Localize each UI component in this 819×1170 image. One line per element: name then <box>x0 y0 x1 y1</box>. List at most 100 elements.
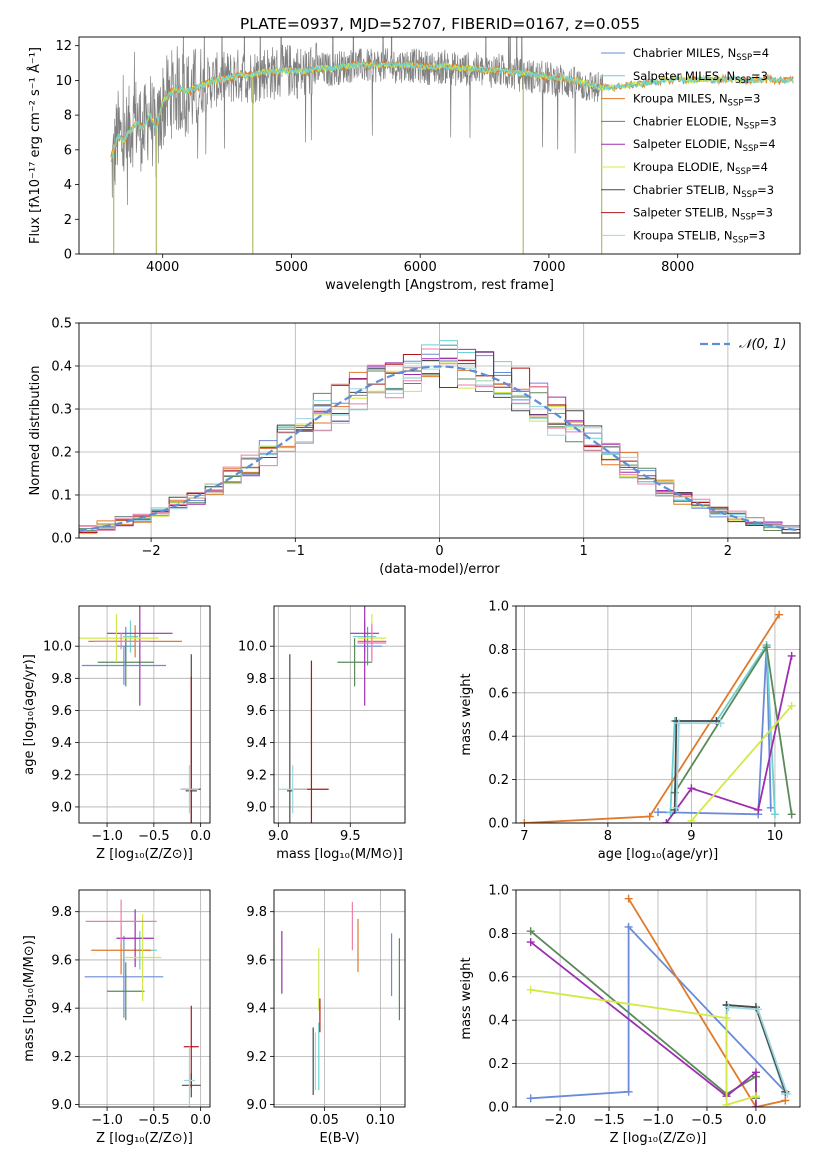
errorbar-point <box>79 614 159 663</box>
x-tick-label: 7 <box>520 829 528 844</box>
y-tick-label: 0.4 <box>488 730 509 745</box>
y-tick-label: 1.0 <box>488 884 509 899</box>
plus-marker <box>674 719 683 728</box>
plot-area-mass_vs_ebv <box>281 902 401 1095</box>
legend-name: Chabrier MILES, N <box>633 46 736 60</box>
legend-sub: SSP <box>741 190 757 200</box>
plus-marker <box>662 819 671 823</box>
x-tick-label: −2.0 <box>544 1113 576 1128</box>
legend-name: Kroupa MILES, N <box>633 92 728 106</box>
y-tick-label: 10.0 <box>43 640 72 655</box>
x-tick-label: 9 <box>687 829 695 844</box>
y-tick-label: 2 <box>64 213 72 228</box>
weight-series-line <box>665 655 793 823</box>
plus-marker <box>722 1014 731 1023</box>
plus-marker <box>781 1096 790 1105</box>
legend-entry: Kroupa STELIB, NSSP=3 <box>633 228 765 245</box>
y-tick-label: 0.3 <box>51 403 72 418</box>
plot-area-age_vs_Z <box>79 606 201 823</box>
errorbar-point <box>85 899 157 944</box>
errorbar-point <box>107 606 173 706</box>
y-tick-label: 9.6 <box>51 704 72 719</box>
plus-marker <box>624 1087 633 1096</box>
y-tick-label: 0.6 <box>488 970 509 985</box>
x-axis-label: Z [log₁₀(Z/Z⊙)] <box>96 847 193 862</box>
plus-marker <box>724 1003 733 1012</box>
y-tick-label: 0.8 <box>488 927 509 942</box>
plus-marker <box>687 784 696 793</box>
panel-weight_vs_Z: −2.0 −1.5 −1.0 −0.5 0.0 0.0 0.2 0.4 0.6 0.8 1.0 Z [… <box>459 884 801 1146</box>
x-tick-label: −1.0 <box>91 829 123 844</box>
y-tick-label: 0.1 <box>51 489 72 504</box>
y-tick-label: 12 <box>55 39 72 54</box>
weight-series-line <box>530 930 757 1099</box>
x-tick-label: 0.05 <box>310 1113 339 1128</box>
axes-frame <box>273 605 406 824</box>
legend-sub: SSP <box>735 167 751 177</box>
weight-series-line <box>673 720 717 811</box>
plus-marker <box>787 701 796 710</box>
legend-name: Kroupa STELIB, N <box>633 228 733 242</box>
plus-marker <box>526 938 535 947</box>
legend-entry: 𝒩(0, 1) <box>739 337 786 352</box>
weight-series-line <box>524 614 780 823</box>
errorbar-point <box>180 765 199 814</box>
legend-sub: SSP <box>733 235 749 245</box>
y-tick-label: 9.8 <box>246 672 267 687</box>
y-tick-label: 4 <box>64 178 72 193</box>
x-tick-label: 1 <box>580 544 588 559</box>
plus-marker <box>770 810 779 819</box>
data-spectrum-line <box>110 37 604 206</box>
histogram-step <box>79 348 800 531</box>
legend-name: Chabrier STELIB, N <box>633 183 741 197</box>
panel-mass_vs_ebv: 0.05 0.10 9.0 9.2 9.4 9.6 9.8 E(B-V) <box>246 889 406 1146</box>
y-tick-label: 9.4 <box>51 736 72 751</box>
y-tick-label: 6 <box>64 143 72 158</box>
panel-spectrum: 4000 5000 6000 7000 8000 0 2 4 6 8 10 12 wavelength … <box>27 36 801 293</box>
y-tick-label: 0.0 <box>488 817 509 832</box>
legend-name: Salpeter STELIB, N <box>633 206 740 220</box>
axes-frame <box>515 605 801 824</box>
errorbar-point <box>337 638 372 687</box>
legend-entry: Chabrier STELIB, NSSP=3 <box>633 183 774 200</box>
weight-series-line <box>627 898 786 1107</box>
legend-tail: =4 <box>751 160 768 174</box>
x-tick-label: 0.0 <box>190 1113 211 1128</box>
x-tick-label: −0.5 <box>691 1113 723 1128</box>
axes-frame <box>515 889 801 1108</box>
x-tick-label: 5000 <box>275 260 308 275</box>
residual-legend: 𝒩(0, 1) <box>700 337 786 352</box>
panel-residuals: −2 −1 0 1 2 0.0 0.1 0.2 0.3 0.4 0.5 (data-model)/er… <box>28 317 801 577</box>
errorbar-point <box>123 914 162 1001</box>
legend-entry: Salpeter ELODIE, NSSP=4 <box>633 137 776 154</box>
plot-area-weight_vs_age <box>520 610 796 823</box>
y-tick-label: 9.4 <box>246 736 267 751</box>
x-tick-label: 9.5 <box>340 829 361 844</box>
plus-marker <box>762 643 771 652</box>
y-tick-label: 9.2 <box>51 768 72 783</box>
x-axis-label: wavelength [Angstrom, rest frame] <box>325 278 554 293</box>
y-tick-label: 9.6 <box>246 953 267 968</box>
y-tick-label: 9.8 <box>246 905 267 920</box>
errorbar-point <box>107 962 145 1021</box>
x-tick-label: −1 <box>286 544 305 559</box>
axes-frame <box>78 889 211 1108</box>
errorbar-point <box>183 1046 196 1107</box>
plus-marker <box>787 810 796 819</box>
plus-marker <box>526 1094 535 1103</box>
y-tick-label: 9.2 <box>246 768 267 783</box>
x-axis-label: Z [log₁₀(Z/Z⊙)] <box>610 1131 707 1146</box>
legend-entry: Kroupa ELODIE, NSSP=4 <box>633 160 768 177</box>
panel-age_vs_mass: 9.0 9.5 9.0 9.2 9.4 9.6 9.8 10.0 mass [log₁₀(M/M… <box>238 605 406 862</box>
panels: 4000 5000 6000 7000 8000024681012wavelength … <box>22 36 801 1146</box>
y-tick-label: 8 <box>64 109 72 124</box>
y-axis-label: mass weight <box>459 957 474 1039</box>
y-tick-label: 9.6 <box>246 704 267 719</box>
y-tick-label: 9.0 <box>51 1098 72 1113</box>
x-axis-label: mass [log₁₀(M/M⊙)] <box>276 847 403 862</box>
x-tick-label: 0.10 <box>366 1113 395 1128</box>
legend-tail: =3 <box>743 92 760 106</box>
y-axis-label: mass [log₁₀(M/M⊙)] <box>22 935 37 1062</box>
errorbar-point <box>81 646 167 685</box>
plus-marker <box>754 805 763 814</box>
